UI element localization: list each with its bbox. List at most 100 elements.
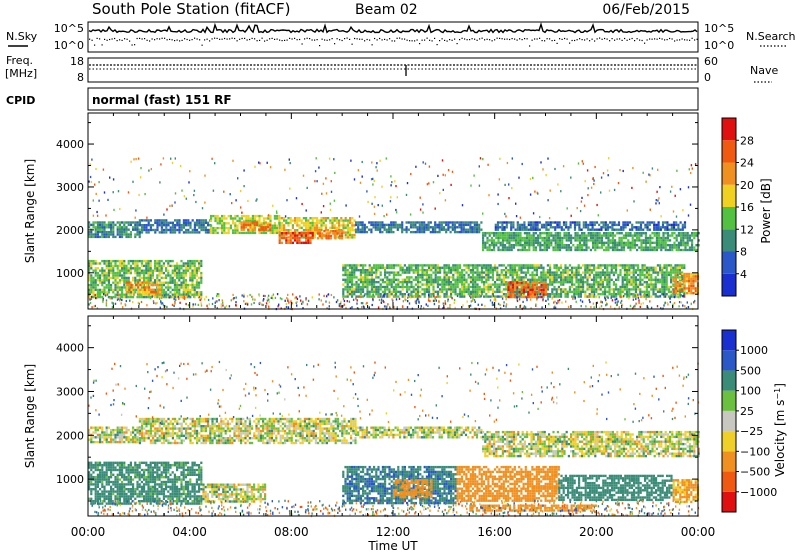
power-cell-band-10 [162, 271, 165, 275]
power-cell-band-12 [676, 266, 679, 269]
power-cell-band-12 [373, 264, 376, 267]
power-cell-band-9 [584, 221, 588, 224]
power-cell-band-9 [672, 226, 676, 229]
power-cell-band-8 [688, 236, 691, 240]
power-cell-band-10 [138, 267, 141, 270]
power-cell-band-13 [529, 291, 532, 294]
power-cell-band-10 [118, 262, 121, 265]
cpid-label: CPID [6, 94, 35, 107]
power-cell-band-12 [577, 266, 580, 269]
power-cell-band-10 [198, 293, 201, 296]
power-cell-band-11 [139, 281, 142, 284]
power-cell-band-12 [353, 276, 356, 279]
power-cell-band-12 [445, 278, 448, 281]
power-cell-band-7 [423, 228, 426, 231]
power-cell-band-9 [648, 228, 651, 231]
power-cell-band-2 [234, 226, 237, 230]
power-cell-band-12 [604, 264, 607, 267]
power-cell-band-10 [114, 279, 117, 282]
power-cell-band-10 [101, 295, 104, 299]
power-cell-band-12 [441, 288, 444, 291]
power-cell-band-12 [663, 276, 666, 279]
power-cell-band-12 [643, 264, 646, 267]
power-cell-band-12 [421, 271, 424, 274]
power-cell-band-7 [412, 226, 415, 229]
power-cell-band-9 [622, 223, 625, 227]
power-cell-band-1 [193, 224, 196, 227]
power-scatter-cell [407, 300, 409, 303]
power-cell-band-10 [165, 286, 168, 289]
power-cell-band-12 [423, 273, 426, 277]
power-cell-band-12 [445, 266, 448, 269]
power-cell-band-12 [584, 264, 587, 267]
power-cell-band-8 [528, 244, 531, 247]
power-cell-band-12 [626, 266, 629, 269]
power-cell-band-8 [490, 239, 493, 242]
power-cell-band-8 [539, 241, 542, 244]
power-cell-band-12 [353, 264, 356, 267]
power-cell-band-12 [342, 295, 345, 298]
power-cell-band-10 [193, 276, 196, 280]
power-cell-band-10 [92, 281, 95, 284]
power-cell-band-7 [409, 223, 413, 227]
power-cell-band-12 [410, 266, 413, 269]
power-scatter-cell [635, 297, 637, 301]
power-cell-band-12 [656, 290, 659, 293]
power-scatter-cell [173, 304, 175, 307]
power-cell-band-2 [271, 229, 274, 232]
power-scatter-cell [205, 295, 207, 298]
power-cell-band-12 [623, 273, 626, 277]
power-cell-band-10 [147, 269, 150, 272]
power-cell-band-12 [500, 269, 503, 272]
power-cell-band-7 [451, 226, 454, 229]
power-cell-band-8 [589, 248, 592, 252]
power-cell-band-8 [680, 236, 683, 240]
noise-search-dot [266, 39, 268, 41]
power-cell-band-8 [550, 234, 553, 237]
power-cell-band-10 [154, 267, 157, 270]
power-cell-band-10 [140, 271, 143, 275]
power-cell-band-12 [428, 269, 431, 272]
power-scatter-cell [551, 296, 554, 299]
power-cell-band-3 [242, 223, 245, 227]
power-cell-band-1 [196, 224, 199, 227]
power-cell-band-5 [302, 234, 305, 237]
power-cell-band-12 [634, 288, 637, 291]
power-cell-band-10 [123, 259, 126, 263]
power-cell-band-8 [554, 236, 557, 240]
power-cell-band-12 [665, 264, 668, 267]
power-cell-band-10 [123, 293, 126, 296]
power-cell-band-9 [527, 228, 530, 231]
power-cell-band-14 [681, 272, 684, 276]
power-cell-band-12 [432, 266, 435, 269]
power-cell-band-12 [520, 290, 523, 293]
power-cell-band-9 [578, 228, 581, 231]
noise-search-dot [151, 38, 153, 40]
power-cell-band-12 [628, 266, 631, 269]
power-cell-band-12 [639, 281, 642, 284]
power-scatter-cell [518, 298, 521, 301]
noise-search-dot [531, 39, 533, 41]
power-cell-band-8 [581, 248, 584, 252]
power-cell-band-12 [549, 273, 552, 277]
power-cell-band-12 [505, 273, 508, 277]
power-cell-band-1 [156, 219, 159, 222]
power-cell-band-2 [247, 219, 250, 223]
power-cell-band-12 [533, 266, 536, 269]
noise-search-dot [624, 37, 626, 40]
power-cell-band-12 [527, 269, 530, 272]
power-cell-band-10 [184, 295, 187, 299]
power-cell-band-12 [542, 273, 545, 277]
power-cell-band-12 [373, 290, 376, 293]
power-cell-band-12 [432, 271, 435, 274]
power-cell-band-7 [445, 223, 448, 227]
power-cell-band-12 [529, 285, 532, 289]
power-cell-band-10 [149, 276, 152, 280]
power-cell-band-8 [600, 234, 603, 237]
power-cell-band-13 [544, 291, 547, 294]
power-cell-band-10 [114, 259, 117, 263]
power-cell-band-11 [150, 288, 153, 291]
power-cell-band-6 [318, 229, 322, 233]
power-cell-band-7 [458, 221, 461, 224]
power-cell-band-9 [631, 223, 634, 227]
